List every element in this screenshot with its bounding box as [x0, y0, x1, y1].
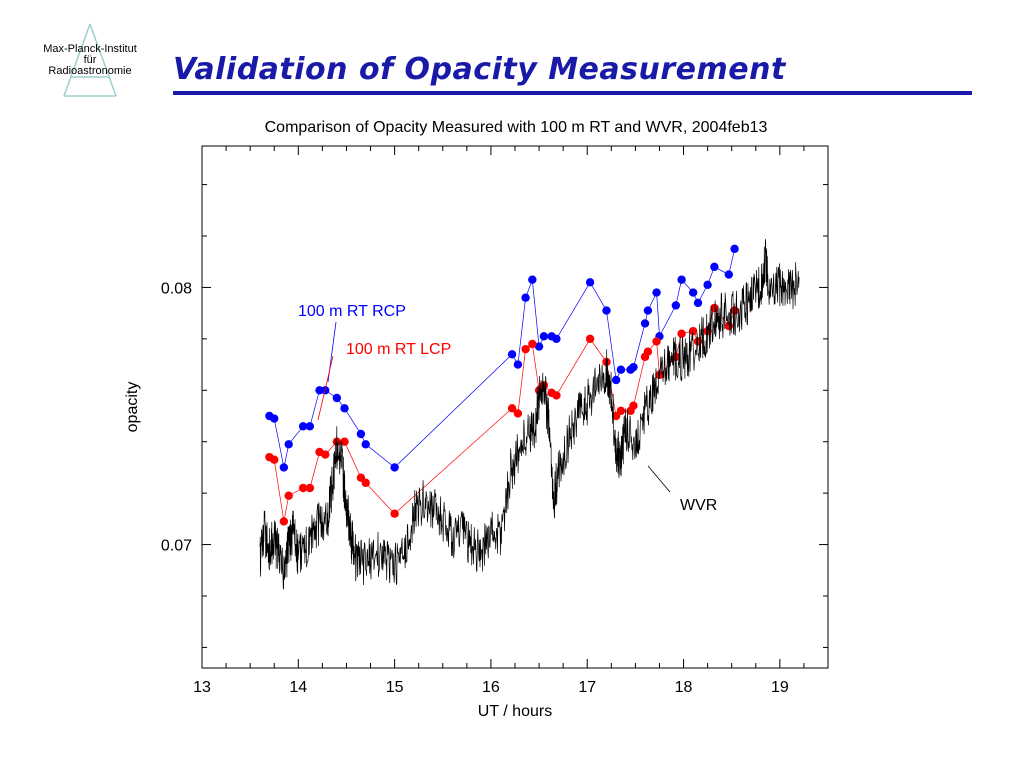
- data-point: [298, 483, 308, 493]
- logo-line-3: Radioastronomie: [48, 65, 132, 77]
- axis-ticks: [201, 146, 829, 668]
- data-point: [629, 401, 638, 410]
- series-wvr: [259, 239, 800, 590]
- annotation-rcp: 100 m RT RCP: [298, 303, 406, 320]
- data-point: [652, 337, 661, 346]
- data-point: [688, 288, 698, 297]
- data-point: [629, 362, 638, 372]
- data-point: [671, 301, 681, 310]
- data-point: [652, 288, 661, 297]
- data-point: [710, 262, 719, 272]
- data-point: [521, 293, 530, 302]
- data-point: [507, 404, 517, 413]
- data-point: [640, 319, 650, 328]
- data-point: [552, 334, 561, 344]
- data-point: [724, 270, 734, 279]
- data-point: [528, 339, 537, 349]
- x-tick-label: 19: [771, 679, 789, 696]
- x-tick-label: 16: [482, 679, 500, 696]
- annotation-leader-lcp: [317, 355, 334, 421]
- data-point: [616, 406, 626, 416]
- data-point: [340, 404, 349, 413]
- chart-title: Comparison of Opacity Measured with 100 …: [265, 119, 768, 136]
- series-line: [269, 307, 735, 522]
- series-lcp: [265, 303, 739, 526]
- data-point: [321, 450, 330, 459]
- slide-title: Validation of Opacity Measurement: [173, 52, 786, 87]
- data-point: [602, 306, 611, 315]
- data-point: [611, 375, 621, 385]
- data-point: [507, 350, 517, 359]
- x-tick-label: 13: [193, 679, 211, 696]
- data-point: [279, 517, 289, 526]
- logo-line-2: für: [83, 54, 97, 66]
- x-tick-label: 14: [289, 679, 307, 696]
- data-point: [643, 306, 653, 315]
- data-point: [279, 463, 289, 472]
- data-point: [677, 275, 686, 284]
- data-point: [513, 360, 523, 369]
- logo-line-1: Max-Planck-Institut: [43, 43, 137, 55]
- data-point: [284, 440, 293, 449]
- annotation-lcp: 100 m RT LCP: [346, 341, 451, 358]
- data-point: [270, 414, 279, 423]
- data-point: [528, 275, 537, 284]
- data-point: [305, 422, 315, 431]
- title-underline: [173, 91, 972, 95]
- wvr-trace: [259, 239, 800, 590]
- data-point: [585, 334, 595, 344]
- x-tick-label: 15: [386, 679, 404, 696]
- data-point: [284, 491, 293, 500]
- y-tick-labels: 0.07 0.08: [161, 280, 192, 554]
- x-tick-label: 17: [578, 679, 596, 696]
- y-axis-label: opacity: [124, 382, 141, 433]
- data-point: [513, 409, 523, 418]
- series-layer: [259, 239, 800, 590]
- data-point: [305, 483, 315, 493]
- data-point: [688, 326, 698, 336]
- annotation-layer: 100 m RT RCP 100 m RT LCP WVR: [298, 303, 717, 514]
- data-point: [585, 278, 595, 287]
- data-point: [534, 342, 544, 351]
- y-tick-label: 0.07: [161, 538, 192, 555]
- data-point: [703, 280, 712, 290]
- institute-logo: Max-Planck-Institut für Radioastronomie: [26, 22, 154, 102]
- y-tick-label: 0.08: [161, 280, 192, 297]
- data-point: [539, 332, 549, 341]
- data-point: [270, 455, 279, 464]
- logo-text: Max-Planck-Institut für Radioastronomie: [26, 44, 154, 77]
- data-point: [390, 509, 399, 518]
- data-point: [677, 329, 686, 338]
- x-tick-label: 18: [675, 679, 693, 696]
- data-point: [298, 422, 308, 431]
- data-point: [315, 386, 324, 395]
- data-point: [390, 463, 399, 472]
- data-point: [356, 429, 366, 439]
- series-rcp: [265, 244, 739, 472]
- x-tick-labels: 13 14 15 16 17 18 19: [193, 679, 789, 696]
- annotation-leader-wvr: [647, 465, 671, 493]
- data-point: [693, 298, 703, 308]
- data-point: [643, 347, 653, 356]
- data-point: [521, 344, 530, 354]
- data-point: [616, 365, 626, 374]
- x-axis-label: UT / hours: [478, 703, 552, 720]
- data-point: [340, 437, 349, 446]
- data-point: [361, 440, 370, 449]
- data-point: [552, 391, 561, 400]
- logo-antenna-icon: [63, 23, 117, 97]
- data-point: [332, 393, 342, 403]
- data-point: [730, 244, 739, 254]
- annotation-wvr: WVR: [680, 497, 717, 514]
- data-point: [361, 478, 370, 488]
